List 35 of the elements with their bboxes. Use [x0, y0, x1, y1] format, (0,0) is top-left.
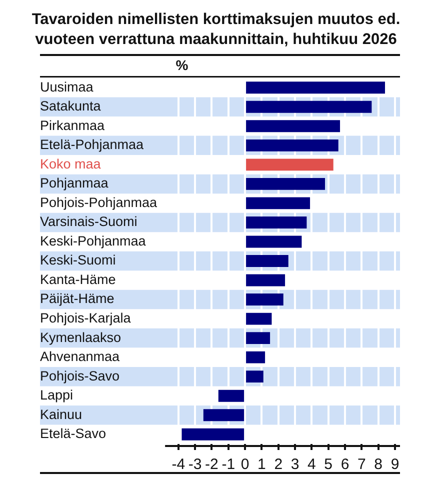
x-tick-label: 0	[240, 456, 250, 474]
x-tick-label: 7	[358, 456, 366, 474]
x-tick-label: -2	[205, 456, 218, 474]
y-tick-label: Satakunta	[40, 98, 102, 114]
x-tick-label: 6	[340, 456, 350, 474]
x-tick-label: -3	[188, 456, 202, 474]
x-tick-label: -4	[172, 456, 186, 474]
y-tick-label: Keski-Pohjanmaa	[40, 233, 146, 248]
y-tick-label: Koko maa	[40, 156, 102, 172]
y-tick-label: Uusimaa	[40, 79, 94, 94]
x-tick-label: 4	[308, 456, 316, 474]
x-tick-label: -1	[222, 456, 236, 474]
x-tick-label: 9	[390, 456, 400, 474]
x-axis-title: %	[176, 56, 189, 73]
x-tick-label: 1	[258, 456, 266, 474]
y-tick-label: Varsinais-Suomi	[40, 214, 138, 230]
y-tick-label: Keski-Suomi	[40, 252, 116, 268]
x-tick-label: 3	[290, 456, 300, 474]
y-tick-label: Lappi	[40, 388, 74, 403]
y-tick-label: Etelä-Savo	[40, 426, 106, 442]
x-tick-label: 8	[374, 456, 383, 474]
y-tick-label: Päijät-Häme	[40, 291, 114, 306]
y-tick-label: Pohjois-Savo	[40, 368, 120, 384]
x-tick-label: 5	[324, 456, 333, 474]
y-tick-label: Pirkanmaa	[40, 118, 106, 133]
chart-title: Tavaroiden nimellisten korttimaksujen muutos ed. vuoteen verrattuna maakunnittain, huhtikuu 2026	[30, 10, 402, 50]
y-tick-label: Kanta-Häme	[40, 272, 116, 287]
x-tick-label: 2	[274, 456, 283, 474]
y-tick-label: Ahvenanmaa	[40, 349, 120, 364]
y-tick-label: Kymenlaakso	[40, 330, 122, 345]
y-tick-label: Pohjanmaa	[40, 176, 109, 191]
y-tick-label: Pohjois-Pohjanmaa	[40, 194, 158, 210]
y-tick-label: Etelä-Pohjanmaa	[40, 137, 144, 152]
y-tick-label: Pohjois-Karjala	[40, 310, 132, 326]
y-tick-label: Kainuu	[40, 406, 82, 422]
